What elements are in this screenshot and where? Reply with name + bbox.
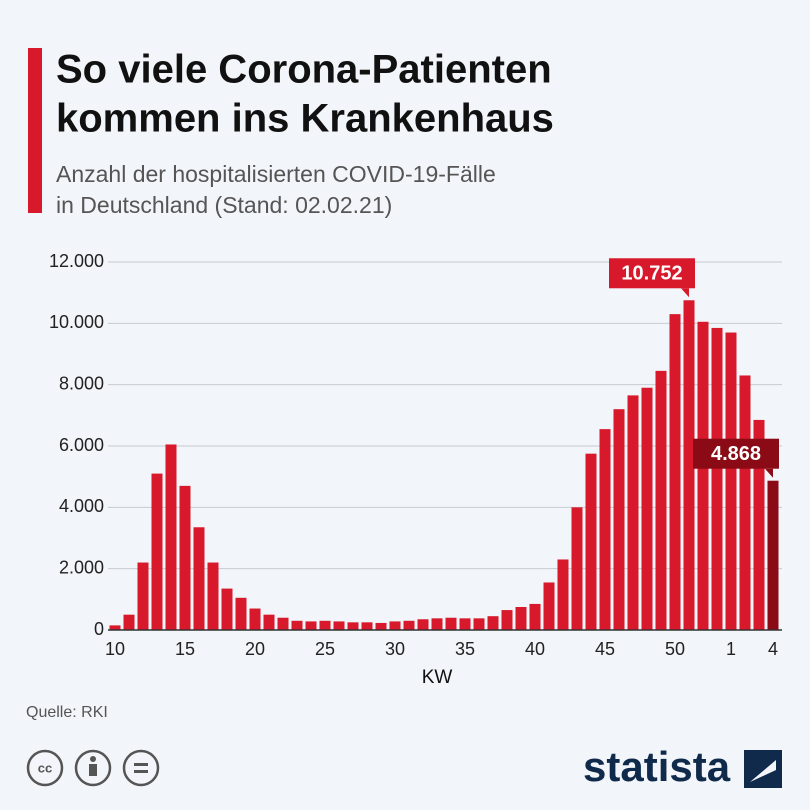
y-tick-label: 0 (94, 619, 104, 639)
bar (487, 616, 499, 630)
bar (109, 625, 121, 630)
x-tick-label: 10 (105, 639, 125, 659)
x-tick-label: 30 (385, 639, 405, 659)
value-label-box (609, 258, 695, 289)
bar (739, 375, 751, 630)
x-tick-label: 35 (455, 639, 475, 659)
y-tick-label: 6.000 (59, 435, 104, 455)
bar (585, 453, 597, 630)
y-tick-label: 2.000 (59, 557, 104, 577)
bar (375, 622, 387, 630)
value-label-box (693, 438, 779, 469)
bar (515, 607, 527, 630)
y-tick-label: 4.000 (59, 496, 104, 516)
y-tick-label: 8.000 (59, 373, 104, 393)
x-tick-label: 50 (665, 639, 685, 659)
bar (669, 314, 681, 630)
bar (207, 562, 219, 630)
bar (683, 300, 695, 630)
bar (473, 618, 485, 630)
bar (403, 620, 415, 630)
bar (557, 559, 569, 630)
x-tick-label: 1 (726, 639, 736, 659)
x-tick-label: 45 (595, 639, 615, 659)
bar (361, 622, 373, 630)
cc-icon: cc (38, 760, 52, 775)
bar (571, 507, 583, 630)
x-tick-label: 4 (768, 639, 778, 659)
by-icon (90, 756, 96, 762)
bar (319, 620, 331, 630)
bar (305, 621, 317, 630)
bar (221, 588, 233, 630)
license-icons (26, 749, 160, 787)
bar (613, 409, 625, 630)
bar (151, 473, 163, 630)
x-axis-label: KW (422, 667, 453, 688)
bar (263, 614, 275, 630)
by-icon (89, 764, 97, 776)
bar (291, 620, 303, 630)
chart-title: So viele Corona-Patienten (56, 48, 552, 92)
bar (333, 621, 345, 630)
bar (123, 614, 135, 630)
y-tick-label: 10.000 (49, 312, 104, 332)
value-label: 4.868 (711, 443, 761, 465)
bar (417, 619, 429, 630)
y-tick-label: 12.000 (49, 251, 104, 271)
x-tick-label: 25 (315, 639, 335, 659)
bar (753, 419, 765, 630)
brand-logo-mark (750, 760, 776, 782)
bar (599, 429, 611, 630)
bar (389, 621, 401, 630)
bar (277, 617, 289, 630)
bar (179, 485, 191, 630)
bar (137, 562, 149, 630)
brand-logo: statista (583, 743, 731, 790)
bar (627, 395, 639, 630)
bar (249, 608, 261, 630)
bar (697, 321, 709, 630)
value-label: 10.752 (621, 263, 682, 285)
nd-icon (134, 763, 148, 766)
x-tick-label: 40 (525, 639, 545, 659)
value-label-pointer (765, 468, 773, 478)
bar (193, 527, 205, 630)
bar (655, 370, 667, 630)
chart-subtitle: in Deutschland (Stand: 02.02.21) (56, 192, 392, 218)
bar (431, 618, 443, 630)
value-label-pointer (681, 288, 689, 298)
brand-logo-mark (744, 750, 782, 788)
bar (347, 622, 359, 630)
title-accent (28, 48, 42, 213)
bar (725, 332, 737, 630)
bar (459, 618, 471, 630)
bar (235, 597, 247, 630)
bar (543, 582, 555, 630)
chart-subtitle: Anzahl der hospitalisierten COVID-19-Fäl… (56, 161, 496, 187)
x-tick-label: 15 (175, 639, 195, 659)
nd-icon (134, 770, 148, 773)
bar (529, 603, 541, 630)
bar (711, 327, 723, 630)
bar (641, 387, 653, 630)
bar (165, 444, 177, 630)
source: Quelle: RKI (26, 704, 108, 721)
bar (767, 480, 779, 630)
bar (445, 617, 457, 630)
x-tick-label: 20 (245, 639, 265, 659)
chart-title: kommen ins Krankenhaus (56, 97, 554, 141)
bar (501, 610, 513, 630)
